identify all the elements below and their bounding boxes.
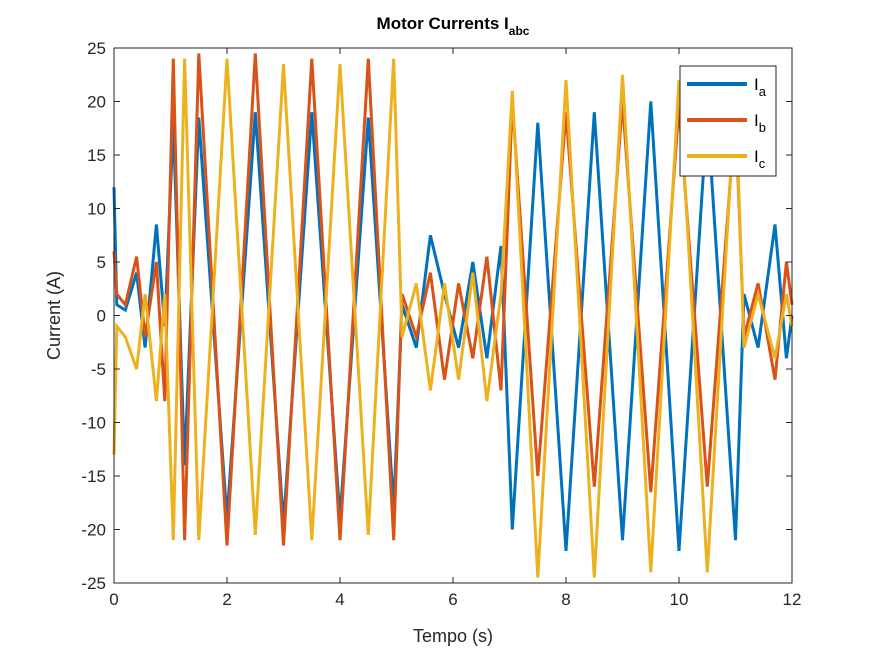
y-tick-label: -5 (91, 360, 106, 379)
x-tick-label: 2 (222, 590, 231, 609)
series-lines (112, 53, 794, 578)
y-tick-label: 5 (97, 253, 106, 272)
x-tick-label: 6 (448, 590, 457, 609)
y-tick-label: 0 (97, 307, 106, 326)
y-tick-label: 25 (87, 39, 106, 58)
chart-title-subscript: abc (509, 24, 530, 38)
y-tick-label: -25 (81, 574, 106, 593)
legend: Ia Ib Ic (679, 65, 777, 177)
y-axis-label: Current (A) (44, 271, 64, 360)
x-tick-label: 4 (335, 590, 344, 609)
x-axis-ticks: 0 2 4 6 8 10 12 (109, 48, 801, 609)
y-tick-label: -20 (81, 521, 106, 540)
legend-label-c: Ic (754, 147, 766, 171)
series-line-b (112, 53, 794, 546)
y-tick-label: 20 (87, 93, 106, 112)
x-tick-label: 8 (561, 590, 570, 609)
chart-title: Motor Currents Iabc (377, 14, 530, 38)
y-tick-label: -15 (81, 467, 106, 486)
legend-label-a: Ia (754, 75, 767, 99)
y-tick-label: 15 (87, 146, 106, 165)
legend-label-b: Ib (754, 111, 766, 135)
series-line-c (112, 58, 794, 578)
x-tick-label: 0 (109, 590, 118, 609)
chart-title-text: Motor Currents I (377, 14, 509, 33)
x-tick-label: 10 (670, 590, 689, 609)
y-tick-label: 10 (87, 200, 106, 219)
y-tick-label: -10 (81, 414, 106, 433)
y-axis-ticks: -25 -20 -15 -10 -5 0 5 10 15 20 25 (81, 39, 792, 593)
x-tick-label: 12 (783, 590, 802, 609)
x-axis-label: Tempo (s) (413, 626, 493, 646)
